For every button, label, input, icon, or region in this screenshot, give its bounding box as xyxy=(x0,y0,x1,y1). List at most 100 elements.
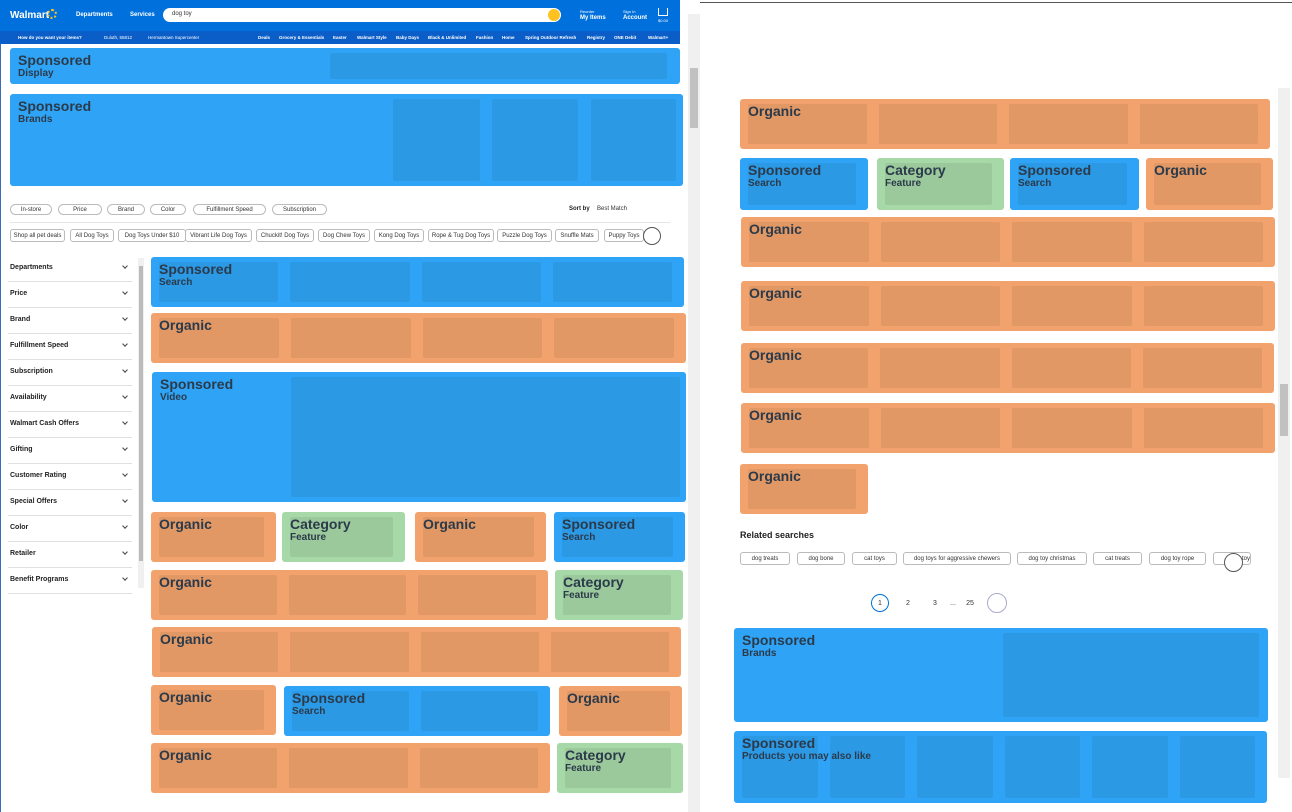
sidebar-chevron xyxy=(122,289,128,295)
category-chip[interactable]: Chuckit! Dog Toys xyxy=(256,229,314,242)
block-label: Sponsored xyxy=(742,735,816,751)
product-tile xyxy=(1092,736,1168,798)
nav-link[interactable]: Grocery & Essentials xyxy=(279,35,325,40)
category-chip[interactable]: Snuffle Mats xyxy=(555,229,599,242)
sidebar-item[interactable]: Walmart Cash Offers xyxy=(10,420,79,427)
reorder[interactable]: Reorder xyxy=(580,9,595,14)
annotation-block: Organic xyxy=(740,464,868,514)
category-chip[interactable]: Dog Chew Toys xyxy=(318,229,370,242)
category-chip[interactable]: Shop all pet deals xyxy=(10,229,65,242)
block-label: Organic xyxy=(159,689,212,705)
chips-next[interactable] xyxy=(643,227,661,245)
sidebar-item[interactable]: Gifting xyxy=(10,446,33,453)
sort-value[interactable]: Best Match xyxy=(597,206,628,212)
zip[interactable]: Duluth, 55812 xyxy=(104,35,133,40)
page-link[interactable]: 1 xyxy=(871,594,889,612)
search-button[interactable] xyxy=(548,9,560,21)
annotation-block: Organic xyxy=(1146,158,1273,210)
sidebar-item[interactable]: Special Offers xyxy=(10,498,58,505)
page-link[interactable]: 3 xyxy=(933,599,937,607)
services[interactable]: Services xyxy=(130,12,155,18)
category-chip[interactable]: Vibrant Life Dog Toys xyxy=(185,229,252,242)
right-scroll-thumb xyxy=(1280,384,1288,436)
nav-link[interactable]: Deals xyxy=(258,35,271,40)
sort-label: Sort by xyxy=(569,206,590,212)
page-link[interactable]: 2 xyxy=(906,599,910,607)
delivery[interactable]: How do you want your items? xyxy=(18,35,82,40)
my-items[interactable]: My Items xyxy=(580,15,606,21)
filter-pill[interactable]: Subscription xyxy=(272,204,327,215)
related-chip[interactable]: cat toys xyxy=(852,552,897,565)
departments[interactable]: Departments xyxy=(76,12,113,18)
nav-link[interactable]: Easter xyxy=(333,35,347,40)
search-bar[interactable]: dog toy xyxy=(163,8,561,22)
product-tile xyxy=(292,691,409,731)
nav-link[interactable]: Fashion xyxy=(476,35,494,40)
product-tile xyxy=(1004,736,1080,798)
annotation-block: Organic xyxy=(415,512,546,562)
category-chip[interactable]: Puppy Toys xyxy=(604,229,644,242)
related-chip[interactable]: dog treats xyxy=(740,552,790,565)
sidebar-item[interactable]: Brand xyxy=(10,316,31,323)
filter-pill[interactable]: Fulfillment Speed xyxy=(193,204,266,215)
store[interactable]: Hermantown Supercenter xyxy=(148,35,200,40)
page-link[interactable]: ... xyxy=(950,599,956,607)
category-chip[interactable]: All Dog Toys xyxy=(70,229,114,242)
category-chip[interactable]: Dog Toys Under $10 xyxy=(118,229,186,242)
nav-link[interactable]: Registry xyxy=(587,35,606,40)
filter-pill[interactable]: In-store xyxy=(10,204,52,215)
sidebar-item[interactable]: Customer Rating xyxy=(10,472,67,479)
product-tile xyxy=(1142,348,1262,388)
related-chip[interactable]: dog toy christmas xyxy=(1017,552,1087,565)
product-tile xyxy=(550,632,669,672)
sidebar-item[interactable]: Availability xyxy=(10,394,47,401)
product-tile xyxy=(330,53,667,79)
filter-pill[interactable]: Color xyxy=(150,204,186,215)
nav-link[interactable]: ONE Debit xyxy=(614,35,637,40)
product-tile xyxy=(160,632,279,672)
nav-link[interactable]: Walmart+ xyxy=(648,35,669,40)
nav-link[interactable]: Baby Days xyxy=(396,35,420,40)
block-sublabel: Display xyxy=(18,68,54,79)
sidebar-item[interactable]: Retailer xyxy=(10,550,36,557)
nav-link[interactable]: Home xyxy=(502,35,515,40)
related-chip[interactable]: dog toy rope xyxy=(1149,552,1206,565)
block-sublabel: Feature xyxy=(885,178,922,189)
category-chip[interactable]: Rope & Tug Dog Toys xyxy=(428,229,494,242)
block-sublabel: Feature xyxy=(563,590,600,601)
sidebar-item[interactable]: Price xyxy=(10,290,28,297)
product-tile xyxy=(492,99,578,181)
nav-link[interactable]: Black & Unlimited xyxy=(428,35,467,40)
block-label: Organic xyxy=(749,407,802,423)
block-label: Organic xyxy=(1154,162,1207,178)
related-next[interactable] xyxy=(1224,553,1243,572)
related-chip[interactable]: cat treats xyxy=(1093,552,1142,565)
block-label: Sponsored xyxy=(562,516,636,532)
sidebar-item[interactable]: Subscription xyxy=(10,368,53,375)
sidebar-chevron xyxy=(122,575,128,581)
account[interactable]: Account xyxy=(623,15,647,21)
nav-link[interactable]: Walmart Style xyxy=(357,35,387,40)
related-chip[interactable]: dog toys for aggressive chewers xyxy=(903,552,1011,565)
product-tile xyxy=(159,690,264,730)
category-chip[interactable]: Puzzle Dog Toys xyxy=(497,229,552,242)
product-tile xyxy=(290,262,410,302)
category-chip[interactable]: Kong Dog Toys xyxy=(374,229,424,242)
sidebar-separator xyxy=(8,359,132,360)
product-tile xyxy=(1154,163,1261,205)
related-chip[interactable]: dog bone xyxy=(797,552,845,565)
sidebar-item[interactable]: Benefit Programs xyxy=(10,576,69,583)
annotation-block: Organic xyxy=(152,627,681,677)
sidebar-item[interactable]: Color xyxy=(10,524,29,531)
page-link[interactable]: 25 xyxy=(966,599,974,607)
nav-link[interactable]: Spring Outdoor Refresh xyxy=(525,35,577,40)
filter-pill[interactable]: Brand xyxy=(107,204,145,215)
sidebar-item[interactable]: Fulfillment Speed xyxy=(10,342,69,349)
sign-in[interactable]: Sign In xyxy=(623,9,636,14)
annotation-block: Organic xyxy=(741,281,1275,331)
page-next[interactable] xyxy=(987,593,1007,613)
block-sublabel: Search xyxy=(1018,178,1052,189)
sidebar-item[interactable]: Departments xyxy=(10,264,53,271)
cart-icon[interactable] xyxy=(658,8,668,16)
filter-pill[interactable]: Price xyxy=(58,204,102,215)
